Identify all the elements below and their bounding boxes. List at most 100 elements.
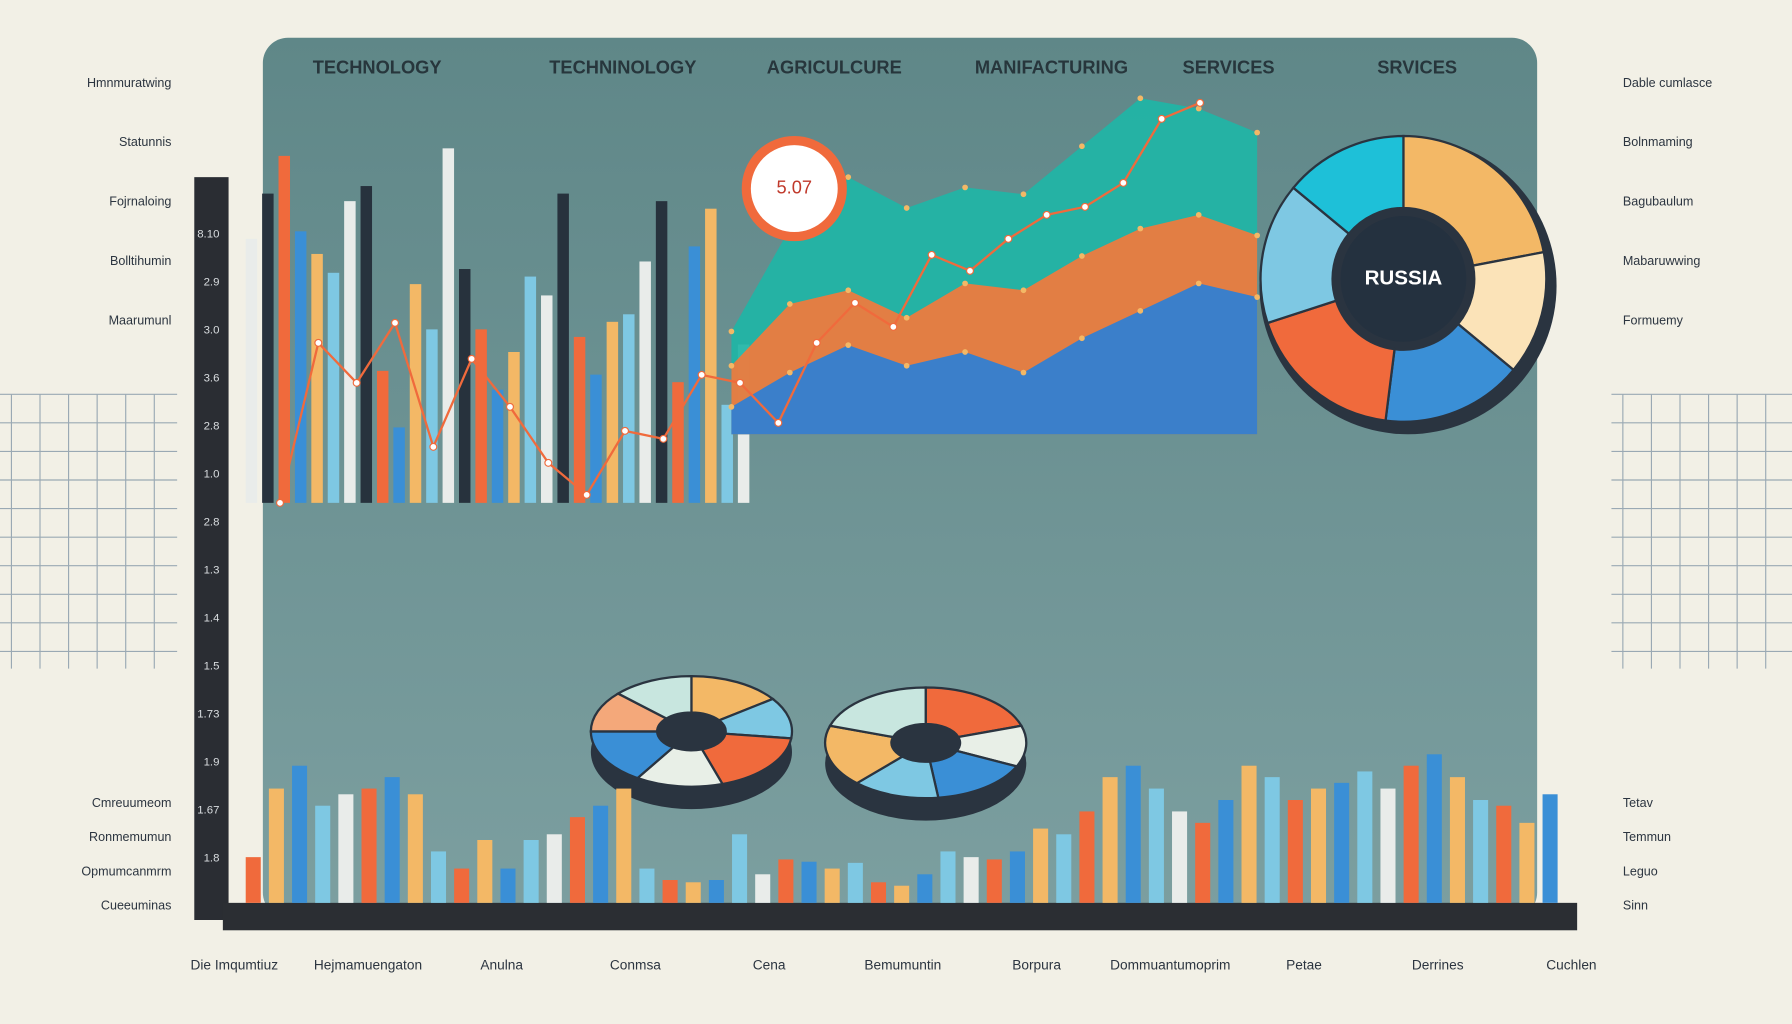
bar — [557, 193, 569, 503]
side-label: Temmun — [1623, 830, 1671, 844]
right-grid — [1611, 393, 1792, 669]
bar — [361, 788, 377, 903]
pie-segment — [824, 724, 905, 785]
bar — [508, 352, 520, 503]
y-axis-label: 1.8 — [204, 852, 220, 864]
bar — [655, 201, 668, 503]
bar — [639, 261, 651, 503]
bar — [940, 851, 956, 903]
bar — [894, 885, 910, 903]
area-point — [1079, 253, 1085, 259]
category-label: Petae — [1286, 957, 1322, 972]
bar — [824, 868, 840, 903]
category-label: Borpura — [1012, 957, 1061, 972]
header-label: AGRICULCURE — [767, 56, 902, 77]
area-point — [1079, 143, 1085, 150]
bar — [573, 336, 586, 503]
bar — [1449, 777, 1465, 903]
y-axis-label: 2.8 — [204, 516, 220, 528]
bar — [407, 794, 423, 903]
y-axis-label: 1.5 — [204, 660, 220, 672]
line-point — [467, 354, 476, 363]
area-point — [903, 205, 910, 211]
line-point — [889, 322, 898, 331]
bar — [1009, 851, 1025, 903]
bar — [963, 857, 979, 903]
bar — [523, 840, 539, 903]
bar — [360, 186, 373, 503]
bar — [292, 765, 308, 903]
bar — [409, 284, 422, 503]
area-point — [845, 287, 852, 294]
bar — [662, 880, 678, 903]
bar — [546, 834, 562, 903]
bar — [801, 861, 817, 903]
bar — [755, 874, 771, 903]
area-point — [1137, 308, 1144, 314]
category-label: Die Imqumtiuz — [190, 957, 278, 972]
area-point — [1254, 129, 1260, 136]
bar — [262, 193, 274, 503]
gauge-label: 5.07 — [777, 176, 813, 197]
bar — [623, 314, 635, 503]
bar — [294, 231, 307, 503]
side-label: Sinn — [1623, 899, 1648, 913]
bar — [475, 329, 487, 503]
bar — [1102, 777, 1118, 903]
bar — [569, 817, 585, 903]
bar — [477, 840, 493, 903]
header-label: TECHNINOLOGY — [549, 56, 696, 77]
side-label: Dable cumlasce — [1623, 76, 1712, 90]
baseline-bar — [222, 902, 1578, 931]
bar — [847, 862, 863, 903]
bar — [1079, 811, 1095, 903]
y-axis-label: 1.3 — [204, 564, 220, 576]
bar — [688, 246, 701, 503]
line-point — [544, 458, 553, 467]
area-point — [903, 362, 910, 369]
y-axis-label: 1.0 — [204, 468, 220, 480]
bar — [1033, 828, 1049, 903]
line-point — [1042, 210, 1051, 219]
line-point — [314, 338, 323, 347]
y-axis-label: 8.10 — [197, 228, 219, 240]
area-point — [1020, 191, 1027, 198]
side-label: Formuemy — [1623, 313, 1684, 327]
line-point — [659, 434, 668, 443]
side-label: Bolltihumin — [110, 254, 171, 268]
bar — [1287, 800, 1303, 903]
category-label: Hejmamuengaton — [314, 957, 422, 972]
line-point — [736, 378, 744, 387]
bar — [338, 794, 354, 903]
side-label: Maarumunl — [109, 313, 172, 327]
y-axis-label: 1.73 — [197, 708, 219, 720]
bar — [593, 805, 609, 903]
area-point — [845, 342, 852, 348]
area-point — [1079, 335, 1085, 342]
line-point — [621, 426, 629, 435]
area-point — [1020, 369, 1027, 376]
area-point — [1195, 212, 1202, 218]
line-point — [582, 490, 591, 499]
side-label: Bagubaulum — [1623, 195, 1694, 209]
bar — [1380, 788, 1396, 903]
area-point — [962, 349, 968, 355]
line-point — [812, 338, 821, 347]
bar — [778, 859, 794, 903]
bar — [430, 851, 447, 903]
bar — [590, 374, 602, 503]
pie-segment — [924, 686, 1024, 739]
pie-segment — [690, 674, 776, 722]
bar — [1241, 765, 1257, 903]
pie-segment — [589, 730, 676, 780]
axis-strip — [194, 177, 229, 921]
line-point — [352, 378, 361, 387]
bar — [426, 329, 438, 503]
line-point — [1119, 178, 1128, 187]
y-axis-label: 1.67 — [197, 804, 219, 816]
header-label: SERVICES — [1183, 56, 1275, 77]
line-point — [1004, 234, 1013, 243]
side-label: Tetav — [1623, 796, 1654, 810]
bar — [245, 857, 261, 903]
line-point — [774, 418, 783, 427]
